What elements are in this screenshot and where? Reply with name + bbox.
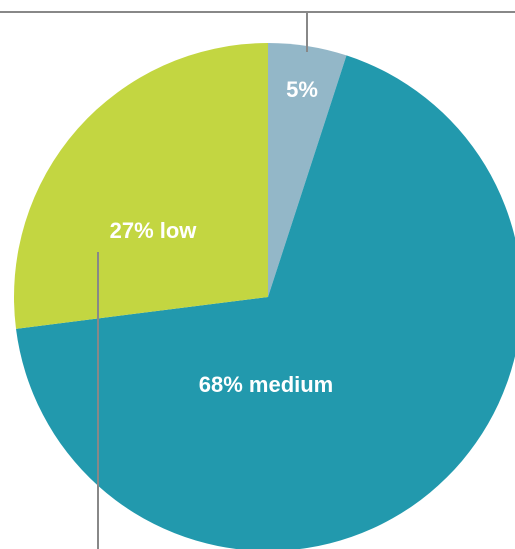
slice-labels: 5% 68% medium 27% low — [110, 77, 334, 397]
leader-lines — [0, 11, 515, 549]
slice-label-high: 5% — [286, 77, 318, 102]
pie-slices — [13, 43, 515, 549]
pie-slice-low — [13, 43, 268, 329]
pie-slice-high — [268, 43, 347, 297]
pie-slice-medium — [16, 55, 515, 549]
leader-line-high — [306, 11, 515, 52]
slice-label-low: 27% low — [110, 218, 198, 243]
slice-label-medium: 68% medium — [199, 372, 334, 397]
